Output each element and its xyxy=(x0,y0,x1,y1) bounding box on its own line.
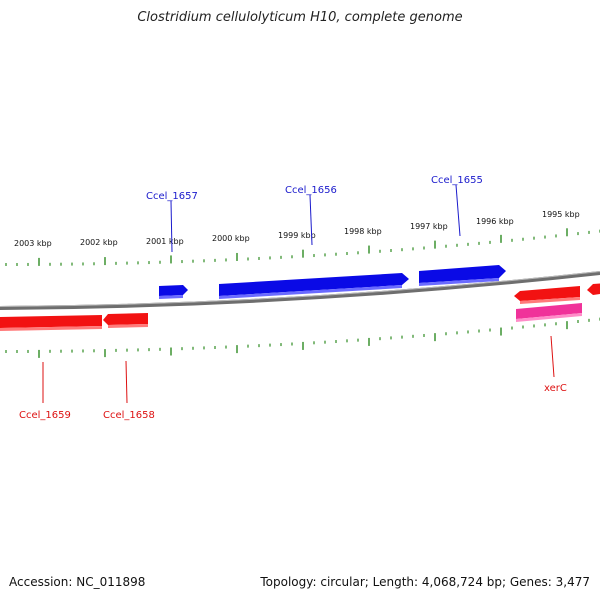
gene-shadow xyxy=(419,278,499,286)
gene-ccel-1659-arrow[interactable] xyxy=(0,315,102,328)
leader-ccel-1657 xyxy=(170,200,173,253)
leader-ccel-1656 xyxy=(309,194,313,246)
gene-shadow xyxy=(159,295,183,299)
gene-labels: Ccel_1657 Ccel_1656 Ccel_1655 Ccel_1659 … xyxy=(19,175,567,421)
outer-tick-marks xyxy=(5,228,600,266)
tick-label: 2002 kbp xyxy=(80,238,118,247)
gene-shadow xyxy=(108,324,148,328)
tick-label: 1999 kbp xyxy=(278,231,316,240)
tick-label: 1995 kbp xyxy=(542,210,580,219)
tick-label: 2003 kbp xyxy=(14,239,52,248)
tick-labels: 2003 kbp 2002 kbp 2001 kbp 2000 kbp 1999… xyxy=(14,210,580,248)
gene-label-ccel-1655[interactable]: Ccel_1655 xyxy=(431,175,483,186)
gene-xerc-arrow[interactable] xyxy=(516,303,582,319)
inner-tick-marks xyxy=(5,317,600,358)
gene-shadow xyxy=(219,285,402,299)
tick-label: 2001 kbp xyxy=(146,237,184,246)
tick-label: 1997 kbp xyxy=(410,222,448,231)
gene-shadow xyxy=(0,326,102,331)
tick-label: 1996 kbp xyxy=(476,217,514,226)
label-leaders xyxy=(42,184,555,404)
forward-strand-genes xyxy=(159,265,506,299)
leader-ccel-1658 xyxy=(125,360,128,404)
leader-ccel-1655 xyxy=(455,184,461,237)
gene-shadow xyxy=(520,297,580,304)
genome-backbone-highlight xyxy=(0,271,600,307)
gene-ccel-1658-arrow[interactable] xyxy=(103,313,148,325)
accession-text: Accession: NC_011898 xyxy=(9,575,146,589)
tick-label: 2000 kbp xyxy=(212,234,250,243)
gene-label-xerc[interactable]: xerC xyxy=(544,383,567,394)
leader-xerc xyxy=(550,335,555,378)
genome-summary-text: Topology: circular; Length: 4,068,724 bp… xyxy=(260,575,590,589)
tick-label: 1998 kbp xyxy=(344,227,382,236)
gene-label-ccel-1658[interactable]: Ccel_1658 xyxy=(103,410,155,421)
gene-unlabeled-reverse-arrow[interactable] xyxy=(514,286,580,301)
gene-edge-reverse-arrow[interactable] xyxy=(587,283,600,296)
genome-backbone xyxy=(0,271,600,310)
gene-label-ccel-1657[interactable]: Ccel_1657 xyxy=(146,191,198,202)
gene-label-ccel-1656[interactable]: Ccel_1656 xyxy=(285,185,337,196)
gene-ccel-1655-arrow[interactable] xyxy=(419,265,506,283)
reverse-strand-genes xyxy=(0,283,600,331)
gene-label-ccel-1659[interactable]: Ccel_1659 xyxy=(19,410,71,421)
gene-ccel-1656-arrow[interactable] xyxy=(219,273,409,296)
gene-ccel-1657-arrow[interactable] xyxy=(159,285,188,296)
gene-shadow xyxy=(516,313,582,322)
genome-title: Clostridium cellulolyticum H10, complete… xyxy=(137,10,463,25)
